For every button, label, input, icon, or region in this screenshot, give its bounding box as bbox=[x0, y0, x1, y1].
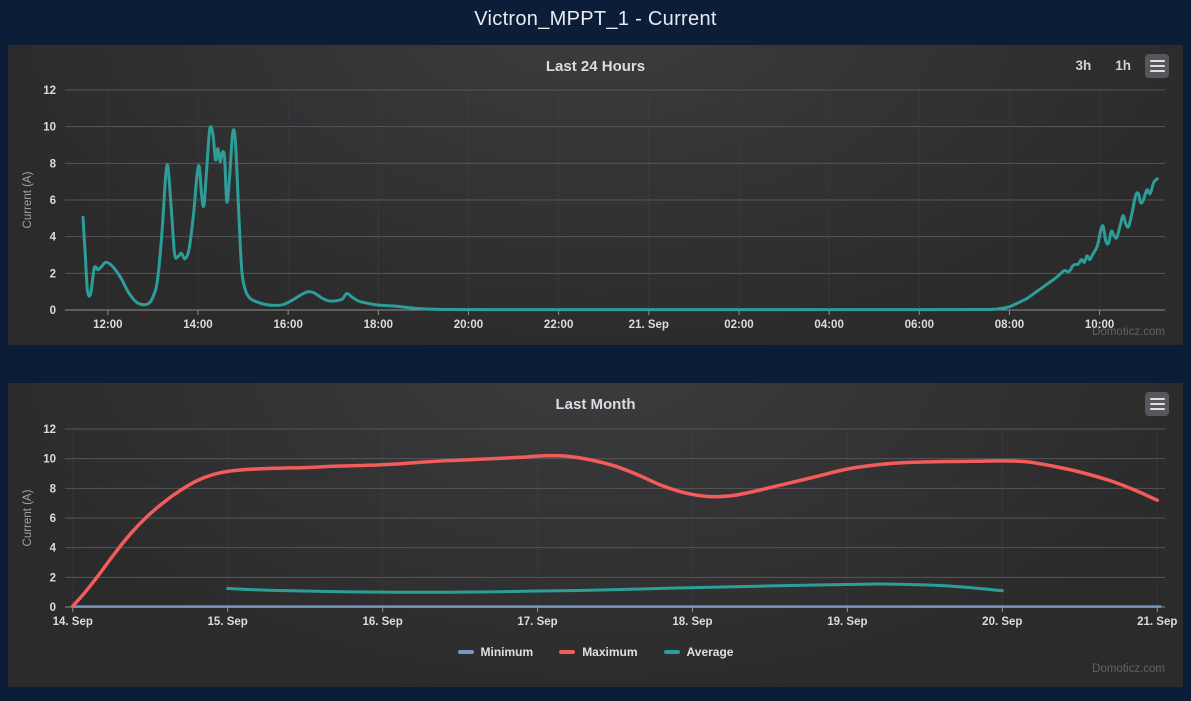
domoticz-watermark: Domoticz.com bbox=[1092, 663, 1165, 675]
legend-item-maximum[interactable]: Maximum bbox=[559, 645, 638, 659]
svg-text:12: 12 bbox=[43, 424, 56, 436]
svg-text:4: 4 bbox=[50, 232, 57, 244]
svg-text:8: 8 bbox=[50, 158, 57, 170]
svg-text:12: 12 bbox=[43, 85, 56, 97]
range-button-1h[interactable]: 1h bbox=[1115, 58, 1131, 73]
chart-panel-last-24-hours: Last 24 Hours 3h 1h Current (A) 12:00 14:… bbox=[8, 45, 1183, 345]
svg-text:8: 8 bbox=[50, 483, 57, 495]
range-selector: 3h 1h bbox=[1075, 58, 1131, 73]
maximum-line-swatch-icon bbox=[559, 650, 576, 654]
chart-legend: Minimum Maximum Average bbox=[8, 645, 1183, 659]
svg-text:10:00: 10:00 bbox=[1085, 319, 1114, 331]
svg-text:0: 0 bbox=[50, 602, 56, 614]
chart-title: Last Month bbox=[555, 396, 636, 413]
svg-text:2: 2 bbox=[50, 572, 56, 584]
legend-item-average[interactable]: Average bbox=[663, 645, 734, 659]
svg-text:12:00: 12:00 bbox=[93, 319, 122, 331]
svg-text:10: 10 bbox=[43, 122, 56, 134]
line-chart-last-24-hours: 12:00 14:00 16:00 18:00 20:00 22:00 21. Sep 02:… bbox=[43, 85, 1165, 331]
svg-text:18. Sep: 18. Sep bbox=[672, 616, 712, 628]
svg-text:6: 6 bbox=[50, 513, 56, 525]
chart-panel-last-month: Last Month Current (A) 14. Sep 15. Sep 16.… bbox=[8, 383, 1183, 687]
svg-text:22:00: 22:00 bbox=[544, 319, 573, 331]
svg-text:10: 10 bbox=[43, 454, 56, 466]
chart-title: Last 24 Hours bbox=[545, 58, 646, 75]
svg-text:06:00: 06:00 bbox=[905, 319, 934, 331]
svg-text:20:00: 20:00 bbox=[454, 319, 483, 331]
legend-label-minimum: Minimum bbox=[480, 645, 534, 659]
legend-label-average: Average bbox=[686, 645, 734, 659]
svg-text:08:00: 08:00 bbox=[995, 319, 1024, 331]
svg-text:0: 0 bbox=[50, 305, 56, 317]
svg-text:15. Sep: 15. Sep bbox=[208, 616, 248, 628]
average-line-swatch-icon bbox=[663, 650, 680, 654]
legend-item-minimum[interactable]: Minimum bbox=[457, 645, 534, 659]
hamburger-icon[interactable] bbox=[1145, 54, 1169, 78]
svg-text:14. Sep: 14. Sep bbox=[53, 616, 93, 628]
minimum-line-swatch-icon bbox=[457, 650, 474, 654]
svg-text:21. Sep: 21. Sep bbox=[1137, 616, 1177, 628]
svg-text:16:00: 16:00 bbox=[273, 319, 302, 331]
svg-text:2: 2 bbox=[50, 268, 56, 280]
svg-text:20. Sep: 20. Sep bbox=[982, 616, 1022, 628]
page-title: Victron_MPPT_1 - Current bbox=[474, 7, 717, 30]
svg-text:17. Sep: 17. Sep bbox=[517, 616, 557, 628]
range-button-3h[interactable]: 3h bbox=[1075, 58, 1092, 73]
svg-text:14:00: 14:00 bbox=[183, 319, 212, 331]
svg-text:6: 6 bbox=[50, 195, 56, 207]
svg-text:4: 4 bbox=[50, 543, 57, 555]
hamburger-icon[interactable] bbox=[1145, 392, 1169, 416]
line-chart-last-month: 14. Sep 15. Sep 16. Sep 17. Sep 18. Sep 19. S… bbox=[43, 424, 1177, 628]
svg-text:19. Sep: 19. Sep bbox=[827, 616, 867, 628]
svg-text:16. Sep: 16. Sep bbox=[362, 616, 402, 628]
svg-text:21. Sep: 21. Sep bbox=[629, 319, 669, 331]
page-header: Victron_MPPT_1 - Current bbox=[0, 0, 1191, 38]
svg-text:04:00: 04:00 bbox=[814, 319, 843, 331]
svg-text:18:00: 18:00 bbox=[364, 319, 393, 331]
legend-label-maximum: Maximum bbox=[582, 645, 638, 659]
domoticz-watermark: Domoticz.com bbox=[1092, 326, 1165, 338]
svg-text:02:00: 02:00 bbox=[724, 319, 753, 331]
